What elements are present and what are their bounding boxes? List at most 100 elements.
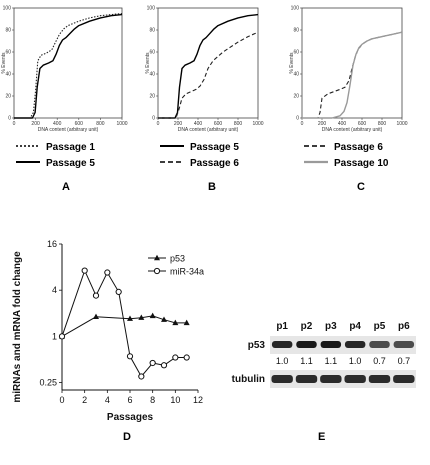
chart-d-y-tick-label-2: 4 bbox=[52, 285, 57, 295]
chart-d-point-mir-34a-1 bbox=[81, 267, 88, 274]
chart-c-y-tick-label-0: 0 bbox=[296, 116, 299, 122]
blot-lane-label-p1: p1 bbox=[276, 321, 288, 332]
chart-d-legend-marker-mir-34a bbox=[153, 267, 161, 275]
panel-c-legend: Passage 6 Passage 10 bbox=[304, 142, 389, 169]
blot-ratio-p4: 1.0 bbox=[349, 356, 362, 366]
chart-b-x-tick-label-0: 0 bbox=[157, 121, 160, 127]
blot-lane-label-p6: p6 bbox=[398, 321, 410, 332]
blot-tubulin-membrane bbox=[270, 370, 416, 388]
chart-d-x-tick-label-0: 0 bbox=[59, 395, 64, 405]
chart-d-x-axis-label: Passages bbox=[107, 412, 154, 423]
chart-d-point-mir-34a-3 bbox=[104, 269, 111, 276]
chart-b-y-tick-label-0: 0 bbox=[152, 116, 155, 122]
chart-d-y-axis-label: miRNAs and mRNA fold change bbox=[12, 251, 23, 403]
blot-p53-band-p4 bbox=[344, 341, 366, 348]
chart-a-y-axis-label: % Events bbox=[1, 52, 7, 74]
chart-b-x-tick-label-2: 400 bbox=[194, 121, 203, 127]
chart-a-x-tick-label-1: 200 bbox=[31, 121, 40, 127]
chart-b-y-tick-label-3: 60 bbox=[149, 50, 155, 56]
chart-d-point-mir-34a-2 bbox=[92, 292, 100, 299]
chart-a-x-tick-label-3: 600 bbox=[75, 121, 84, 127]
blot-tubulin-band-p2 bbox=[295, 375, 318, 383]
chart-d-point-mir-34a-7 bbox=[149, 359, 156, 367]
chart-a-x-tick-label-0: 0 bbox=[13, 121, 16, 127]
panel-a-chart: 0 200 400 600 800 1000 0 20 40 60 80 100 DNA content… bbox=[1, 6, 128, 133]
chart-b-x-tick-label-1: 200 bbox=[174, 121, 183, 127]
chart-d-x-tick-label-1: 2 bbox=[82, 395, 87, 405]
panel-letter-c: C bbox=[357, 181, 365, 193]
chart-c-y-tick-label-4: 80 bbox=[293, 28, 299, 34]
blot-p53-band-p6 bbox=[393, 341, 415, 348]
legend-b-passage5-label: Passage 5 bbox=[190, 142, 239, 153]
chart-c-plot-frame bbox=[301, 7, 403, 119]
blot-p53-band-p5 bbox=[369, 341, 390, 348]
chart-b-x-tick-label-5: 1000 bbox=[252, 121, 263, 127]
blot-lane-label-p4: p4 bbox=[349, 321, 361, 332]
blot-p53-band-p1 bbox=[271, 341, 293, 348]
panel-letter-a: A bbox=[62, 181, 70, 193]
chart-a-y-tick-label-4: 80 bbox=[5, 28, 11, 34]
chart-b-x-tick-label-3: 600 bbox=[214, 121, 223, 127]
chart-d-point-p53-6 bbox=[172, 319, 179, 326]
chart-b-x-tick-label-4: 800 bbox=[234, 121, 243, 127]
blot-tubulin-band-p3 bbox=[320, 375, 342, 383]
chart-c-y-axis-label: % Events bbox=[289, 52, 295, 74]
panel-letter-d: D bbox=[123, 431, 131, 443]
chart-b-y-tick-label-2: 40 bbox=[149, 72, 155, 78]
legend-b-passage6-label: Passage 6 bbox=[190, 158, 239, 169]
chart-c-series-line-passage-10 bbox=[302, 31, 403, 119]
chart-d-point-mir-34a-8 bbox=[160, 362, 168, 369]
chart-c-x-tick-label-3: 600 bbox=[358, 121, 367, 127]
chart-d-x-tick-label-3: 6 bbox=[127, 395, 132, 405]
panel-b-legend: Passage 5 Passage 6 bbox=[160, 142, 239, 169]
chart-d-point-mir-34a-0 bbox=[58, 333, 66, 340]
chart-d-x-tick-label-6: 12 bbox=[193, 395, 203, 405]
chart-b-y-tick-label-5: 100 bbox=[147, 6, 156, 12]
chart-c-x-tick-label-1: 200 bbox=[318, 121, 327, 127]
chart-a-x-tick-label-4: 800 bbox=[96, 121, 105, 127]
chart-d-point-mir-34a-9 bbox=[172, 354, 179, 361]
chart-a-y-tick-label-2: 40 bbox=[5, 72, 11, 78]
blot-lane-label-p5: p5 bbox=[374, 321, 386, 332]
chart-d-series-line-p53 bbox=[61, 315, 187, 337]
chart-d-y-tick-label-3: 16 bbox=[47, 239, 57, 249]
blot-ratio-p1: 1.0 bbox=[276, 356, 289, 366]
legend-a-passage5-label: Passage 5 bbox=[46, 158, 95, 169]
legend-a-passage1-label: Passage 1 bbox=[46, 142, 95, 153]
chart-d-y-tick-label-1: 1 bbox=[52, 331, 57, 341]
chart-c-x-tick-label-4: 800 bbox=[378, 121, 387, 127]
blot-p53-band-p2 bbox=[296, 341, 317, 348]
chart-c-x-tick-label-2: 400 bbox=[338, 121, 347, 127]
chart-a-x-tick-label-2: 400 bbox=[53, 121, 62, 127]
legend-c-passage10-label: Passage 10 bbox=[334, 158, 389, 169]
chart-d-legend-label-mir-34a: miR-34a bbox=[170, 267, 204, 277]
chart-d-series-line-mir-34a bbox=[61, 269, 187, 378]
chart-b-y-tick-label-4: 80 bbox=[149, 28, 155, 34]
chart-b-y-tick-label-1: 20 bbox=[149, 94, 155, 100]
chart-a-y-tick-label-5: 100 bbox=[3, 6, 12, 12]
chart-b-series-line-passage-6 bbox=[158, 31, 259, 119]
blot-tubulin-band-p6 bbox=[393, 375, 415, 383]
blot-p53-membrane bbox=[270, 336, 416, 354]
chart-a-series-line-passage-5 bbox=[14, 13, 123, 119]
blot-row-label-tubulin: tubulin bbox=[232, 374, 265, 385]
chart-d-point-mir-34a-10 bbox=[183, 354, 190, 361]
panel-b-chart: 0 200 400 600 800 1000 0 20 40 60 80 100 DNA content… bbox=[145, 6, 264, 133]
blot-ratio-p3: 1.1 bbox=[325, 356, 338, 366]
chart-b-plot-frame bbox=[157, 7, 259, 119]
panel-e-blot: p1 p2 p3 p4 p5 p6 p53 tubulin 1.0 1.1 1.1 1.0 0.7 0.7 bbox=[232, 321, 416, 388]
chart-d-legend-label-p53: p53 bbox=[170, 254, 185, 264]
chart-b-y-axis-label: % Events bbox=[145, 52, 151, 74]
chart-a-y-tick-label-0: 0 bbox=[8, 116, 11, 122]
chart-c-y-tick-label-5: 100 bbox=[291, 6, 300, 12]
chart-d-point-p53-7 bbox=[183, 319, 190, 326]
chart-c-series-line-passage-6 bbox=[302, 31, 403, 119]
chart-c-y-tick-label-2: 40 bbox=[293, 72, 299, 78]
chart-a-series-line-passage-1 bbox=[14, 12, 123, 119]
chart-b-series-line-passage-5 bbox=[158, 13, 259, 119]
blot-p53-band-p3 bbox=[320, 341, 342, 348]
chart-c-y-tick-label-3: 60 bbox=[293, 50, 299, 56]
blot-ratio-p2: 1.1 bbox=[300, 356, 313, 366]
chart-d-x-tick-label-2: 4 bbox=[105, 395, 110, 405]
